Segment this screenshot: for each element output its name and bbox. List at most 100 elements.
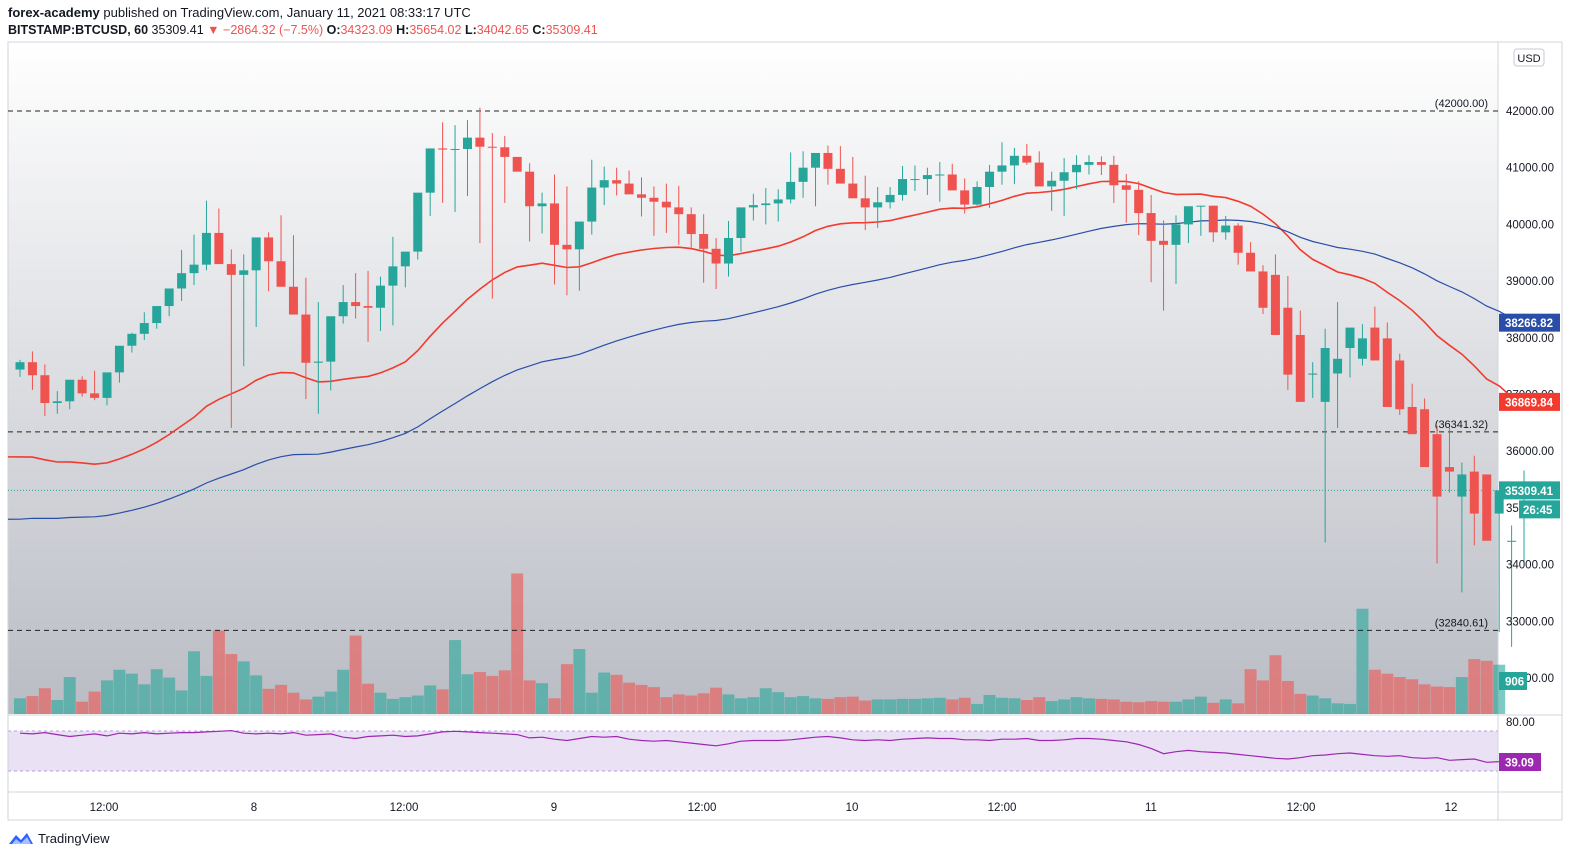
volume-bar (212, 630, 225, 714)
time-axis-tick: 12:00 (390, 802, 419, 814)
candle-body (27, 362, 37, 376)
candle-body (736, 207, 746, 239)
time-axis-tick: 12:00 (1287, 802, 1316, 814)
candle-body (1357, 338, 1367, 359)
volume-bar (449, 640, 462, 714)
volume-bar (1058, 699, 1071, 714)
volume-bar (784, 697, 797, 714)
volume-bar (821, 698, 834, 714)
candle-body (77, 379, 87, 394)
candle-body (661, 201, 671, 208)
volume-bar (1443, 687, 1456, 714)
candle-body (1258, 271, 1268, 308)
price-axis-tick: 38000.00 (1506, 333, 1554, 345)
candle-body (972, 186, 982, 205)
candle-body (500, 147, 510, 157)
candle-body (363, 306, 373, 308)
candle-body (885, 194, 895, 203)
volume-bar (1070, 697, 1083, 714)
candle-body (475, 137, 485, 147)
price-axis-tick: 34000.00 (1506, 560, 1554, 572)
rsi-line (19, 729, 1525, 763)
volume-bar (51, 700, 64, 714)
candle-body (1444, 467, 1454, 472)
candle-body (1084, 162, 1094, 165)
time-axis-tick: 12 (1445, 802, 1458, 814)
candle-body (450, 148, 460, 150)
publisher-name[interactable]: forex-academy (8, 5, 100, 20)
candle-body (1183, 206, 1193, 225)
close-value: 35309.41 (545, 23, 598, 37)
volume-bar (560, 664, 573, 714)
candle-body (388, 266, 398, 286)
volume-bar (958, 697, 971, 714)
volume-bar (797, 696, 810, 714)
rsi-axis-tick: 80.00 (1506, 717, 1535, 729)
volume-bar (374, 692, 387, 714)
candle-body (599, 180, 609, 188)
candle-body (1395, 360, 1405, 410)
candle-body (1270, 274, 1280, 335)
currency-label: USD (1517, 53, 1540, 65)
rsi-band (8, 731, 1498, 771)
low-value: 34042.65 (476, 23, 529, 37)
candle-body (1022, 155, 1032, 163)
volume-bar (834, 697, 847, 714)
volume-bar (585, 692, 598, 714)
volume-bar (1120, 701, 1133, 714)
candle-body (375, 285, 385, 308)
volume-bar (1393, 677, 1406, 714)
currency-badge (1513, 48, 1545, 67)
high-value: 35654.02 (409, 23, 462, 37)
candle-body (264, 237, 274, 262)
volume-bar (299, 699, 312, 714)
volume-bar (349, 635, 362, 714)
candle-body (40, 375, 50, 404)
volume-bar (1431, 686, 1444, 714)
volume-bar (623, 682, 636, 714)
countdown-bg (1519, 500, 1560, 519)
volume-bar (125, 673, 138, 714)
volume-bar (734, 698, 747, 714)
candle-body (52, 401, 62, 404)
volume-bar (262, 688, 275, 714)
candle-body (910, 179, 920, 181)
candle-body (1494, 490, 1504, 514)
candle-body (1221, 225, 1231, 233)
time-axis-tick: 12:00 (988, 802, 1017, 814)
candle-body (288, 286, 298, 315)
volume-bar (1045, 701, 1058, 714)
volume-bar (908, 698, 921, 714)
volume-bar (772, 692, 785, 714)
volume-bar (399, 697, 412, 714)
volume-bar (1132, 702, 1145, 714)
last-price-axis-label: 35309.41 (1505, 486, 1554, 498)
volume-bar (710, 687, 723, 714)
volume-bar (1381, 673, 1394, 714)
candle-body (226, 264, 236, 275)
footer-brand[interactable]: TradingView (8, 830, 110, 846)
candle-body (1308, 373, 1318, 375)
candle-body (985, 171, 995, 187)
volume-bar (884, 699, 897, 714)
candle-body (1320, 348, 1330, 402)
volume-bar (1356, 608, 1369, 714)
rsi-axis-label: 39.09 (1505, 758, 1534, 770)
candle-body (201, 232, 211, 265)
countdown-label: 26:45 (1523, 505, 1553, 517)
volume-axis-label-bg (1499, 672, 1527, 690)
open-value: 34323.09 (340, 23, 393, 37)
volume-bar (101, 680, 114, 714)
candle-body (612, 180, 622, 184)
candle-body (823, 152, 833, 169)
volume-bar (436, 689, 449, 714)
candle-body (462, 137, 472, 149)
volume-bar (647, 687, 660, 714)
volume-bar (573, 649, 586, 714)
volume-bar (188, 651, 201, 714)
legend-ohlc: BITSTAMP:BTCUSD, 60 35309.41 ▼ −2864.32 … (8, 23, 598, 37)
candle-body (1382, 338, 1392, 407)
candle-body (1469, 471, 1479, 514)
candle-body (649, 197, 659, 202)
